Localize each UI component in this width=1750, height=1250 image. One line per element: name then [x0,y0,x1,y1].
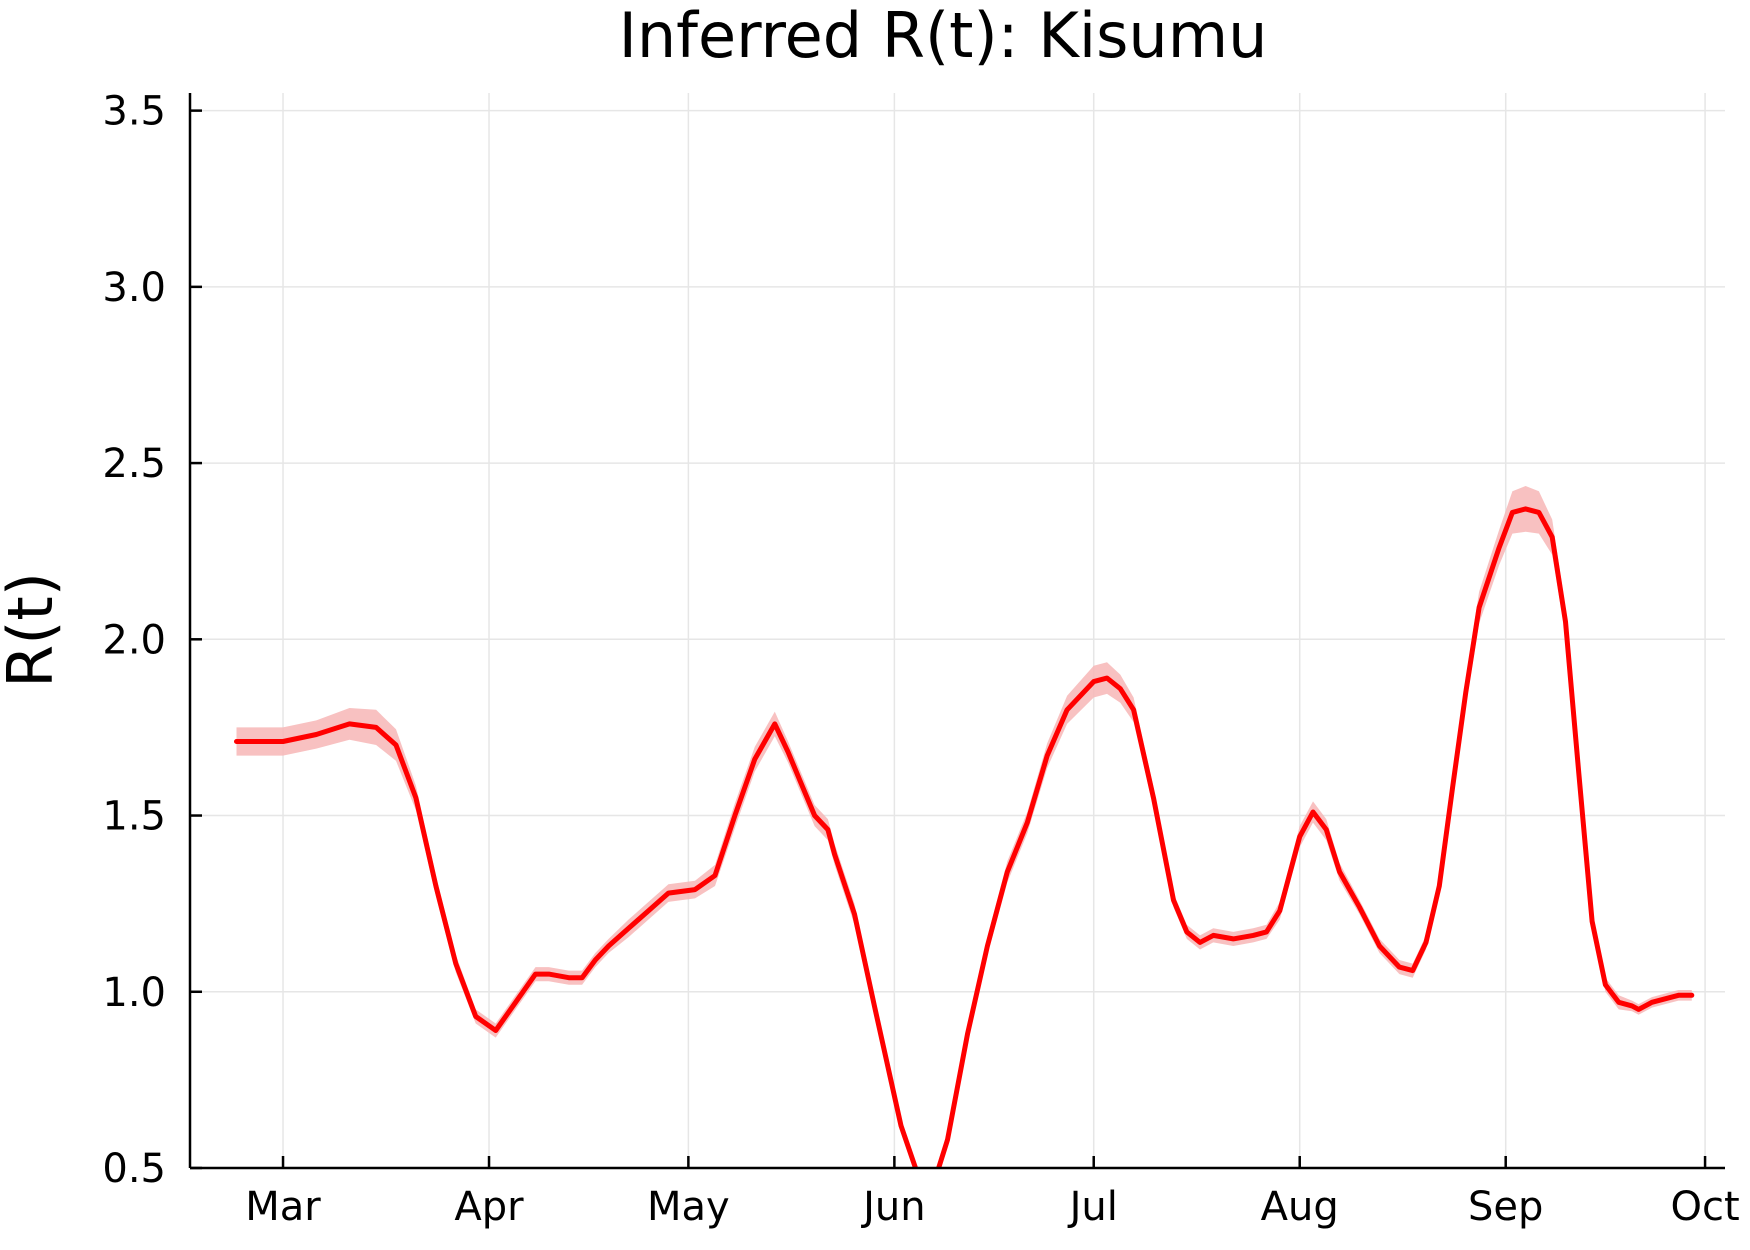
y-tick-label: 1.0 [102,970,166,1016]
y-tick-label: 1.5 [102,794,166,840]
y-tick-label: 3.5 [102,89,166,135]
y-tick-label: 3.0 [102,265,166,311]
y-tick-label: 2.5 [102,441,166,487]
chart-title: Inferred R(t): Kisumu [619,0,1268,72]
x-tick-label: Sep [1468,1184,1543,1230]
y-tick-label: 0.5 [102,1146,166,1192]
x-tick-label: Jun [860,1184,926,1230]
x-tick-label: Aug [1261,1184,1339,1230]
x-tick-label: Mar [245,1184,321,1230]
x-tick-label: May [647,1184,730,1230]
y-tick-label: 2.0 [102,617,166,663]
y-axis-label: R(t) [0,572,67,688]
data-layer [234,486,1695,1168]
x-tick-label: Apr [454,1184,524,1230]
x-tick-label: Jul [1067,1184,1118,1230]
x-tick-label: Oct [1670,1184,1739,1230]
series-line [234,506,1695,1168]
confidence-band [236,486,1692,1168]
axis-layer: Mar Apr May Jun Jul Aug Sep Oct 0.5 1.0 1.5 2.0 2.5 3… [102,89,1739,1230]
grid-layer [190,93,1725,1169]
